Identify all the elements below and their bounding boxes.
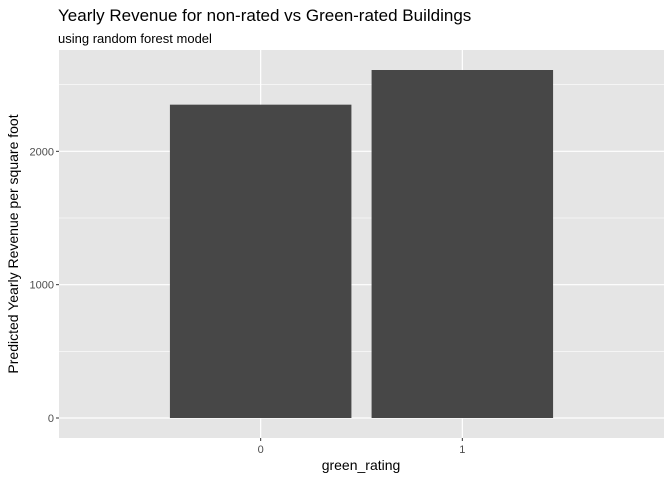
plot-panel — [59, 50, 664, 438]
x-tick-label: 0 — [258, 444, 264, 456]
bar-0 — [169, 104, 352, 419]
y-axis-title: Predicted Yearly Revenue per square foot — [5, 114, 21, 373]
y-tick-label: 1000 — [30, 280, 54, 292]
bar-1 — [371, 70, 554, 418]
x-axis-title: green_rating — [322, 457, 401, 473]
y-axis: 0 1000 2000 — [30, 146, 59, 425]
y-tick-label: 2000 — [30, 146, 54, 158]
chart-subtitle: using random forest model — [58, 31, 212, 46]
chart-title: Yearly Revenue for non-rated vs Green-ra… — [58, 6, 471, 25]
x-tick-label: 1 — [459, 444, 465, 456]
bars — [169, 70, 554, 419]
y-tick-label: 0 — [48, 413, 54, 425]
